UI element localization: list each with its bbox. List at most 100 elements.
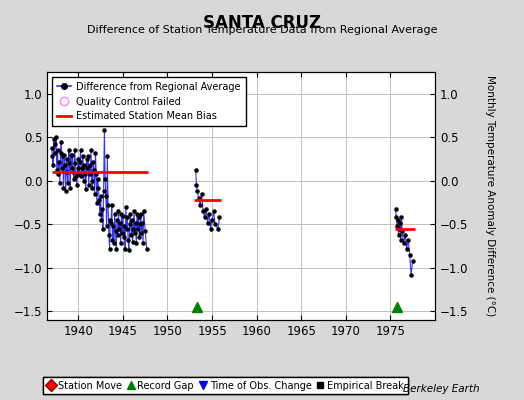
Point bbox=[114, 232, 122, 238]
Point bbox=[402, 246, 411, 252]
Point bbox=[121, 246, 129, 252]
Point bbox=[50, 150, 59, 156]
Point bbox=[94, 184, 103, 191]
Point bbox=[69, 169, 78, 175]
Point bbox=[74, 156, 83, 162]
Point bbox=[85, 162, 94, 168]
Point bbox=[97, 217, 105, 223]
Point bbox=[79, 153, 87, 160]
Point bbox=[119, 234, 128, 240]
Point bbox=[63, 169, 71, 175]
Point bbox=[100, 127, 108, 134]
Point bbox=[99, 226, 107, 232]
Point bbox=[67, 152, 75, 158]
Point bbox=[50, 136, 58, 142]
Point bbox=[91, 191, 99, 197]
Point bbox=[57, 150, 65, 156]
Point bbox=[132, 240, 140, 247]
Point bbox=[48, 144, 56, 151]
Point bbox=[192, 167, 200, 174]
Point bbox=[75, 158, 84, 165]
Point bbox=[101, 176, 110, 182]
Point bbox=[53, 147, 62, 154]
Point bbox=[111, 211, 119, 217]
Point bbox=[123, 214, 132, 220]
Point bbox=[396, 219, 404, 226]
Point bbox=[93, 176, 102, 182]
Point bbox=[206, 226, 215, 232]
Point bbox=[109, 223, 117, 229]
Point bbox=[194, 195, 203, 201]
Point bbox=[112, 246, 121, 252]
Point bbox=[128, 217, 136, 223]
Point bbox=[129, 226, 138, 232]
Point bbox=[117, 211, 126, 217]
Point bbox=[141, 228, 149, 234]
Point bbox=[96, 211, 104, 217]
Point bbox=[130, 208, 138, 214]
Point bbox=[398, 228, 407, 234]
Point bbox=[211, 221, 219, 228]
Point bbox=[59, 184, 68, 191]
Point bbox=[83, 164, 92, 171]
Point bbox=[82, 186, 90, 193]
Point bbox=[81, 171, 89, 177]
Point bbox=[392, 214, 400, 220]
Point bbox=[202, 206, 210, 212]
Point bbox=[208, 217, 216, 223]
Point bbox=[196, 202, 204, 208]
Point bbox=[52, 134, 60, 140]
Text: Berkeley Earth: Berkeley Earth bbox=[403, 384, 479, 394]
Point bbox=[52, 167, 61, 174]
Point bbox=[143, 246, 151, 252]
Point bbox=[193, 188, 201, 194]
Point bbox=[119, 212, 127, 219]
Point bbox=[87, 147, 95, 154]
Point bbox=[138, 219, 147, 226]
Point bbox=[93, 199, 101, 206]
Point bbox=[60, 152, 69, 158]
Point bbox=[210, 208, 218, 214]
Point bbox=[215, 214, 224, 220]
Point bbox=[126, 211, 135, 217]
Point bbox=[408, 258, 417, 264]
Point bbox=[70, 147, 79, 154]
Point bbox=[89, 158, 97, 165]
Point bbox=[61, 162, 69, 168]
Point bbox=[116, 240, 125, 247]
Point bbox=[132, 219, 140, 226]
Point bbox=[72, 173, 80, 180]
Point bbox=[86, 171, 94, 177]
Point bbox=[116, 219, 124, 226]
Point bbox=[70, 176, 78, 182]
Point bbox=[103, 153, 112, 160]
Point bbox=[58, 164, 66, 171]
Point bbox=[123, 226, 131, 232]
Point bbox=[125, 247, 133, 254]
Point bbox=[100, 188, 108, 194]
Point bbox=[394, 217, 402, 223]
Point bbox=[78, 164, 86, 171]
Point bbox=[62, 156, 71, 162]
Point bbox=[113, 217, 121, 223]
Point bbox=[84, 153, 92, 160]
Point bbox=[102, 223, 111, 229]
Point bbox=[404, 237, 412, 243]
Point bbox=[137, 211, 145, 217]
Point bbox=[133, 211, 141, 217]
Point bbox=[114, 208, 123, 214]
Point bbox=[192, 182, 201, 188]
Point bbox=[105, 246, 114, 252]
Point bbox=[136, 221, 144, 228]
Point bbox=[90, 167, 98, 174]
Point bbox=[105, 232, 113, 238]
Point bbox=[102, 193, 110, 200]
Point bbox=[66, 160, 74, 166]
Point bbox=[59, 153, 67, 160]
Point bbox=[77, 173, 85, 180]
Point bbox=[82, 156, 91, 162]
Point bbox=[54, 171, 62, 177]
Point bbox=[127, 232, 135, 238]
Point bbox=[106, 217, 114, 223]
Point bbox=[399, 240, 408, 247]
